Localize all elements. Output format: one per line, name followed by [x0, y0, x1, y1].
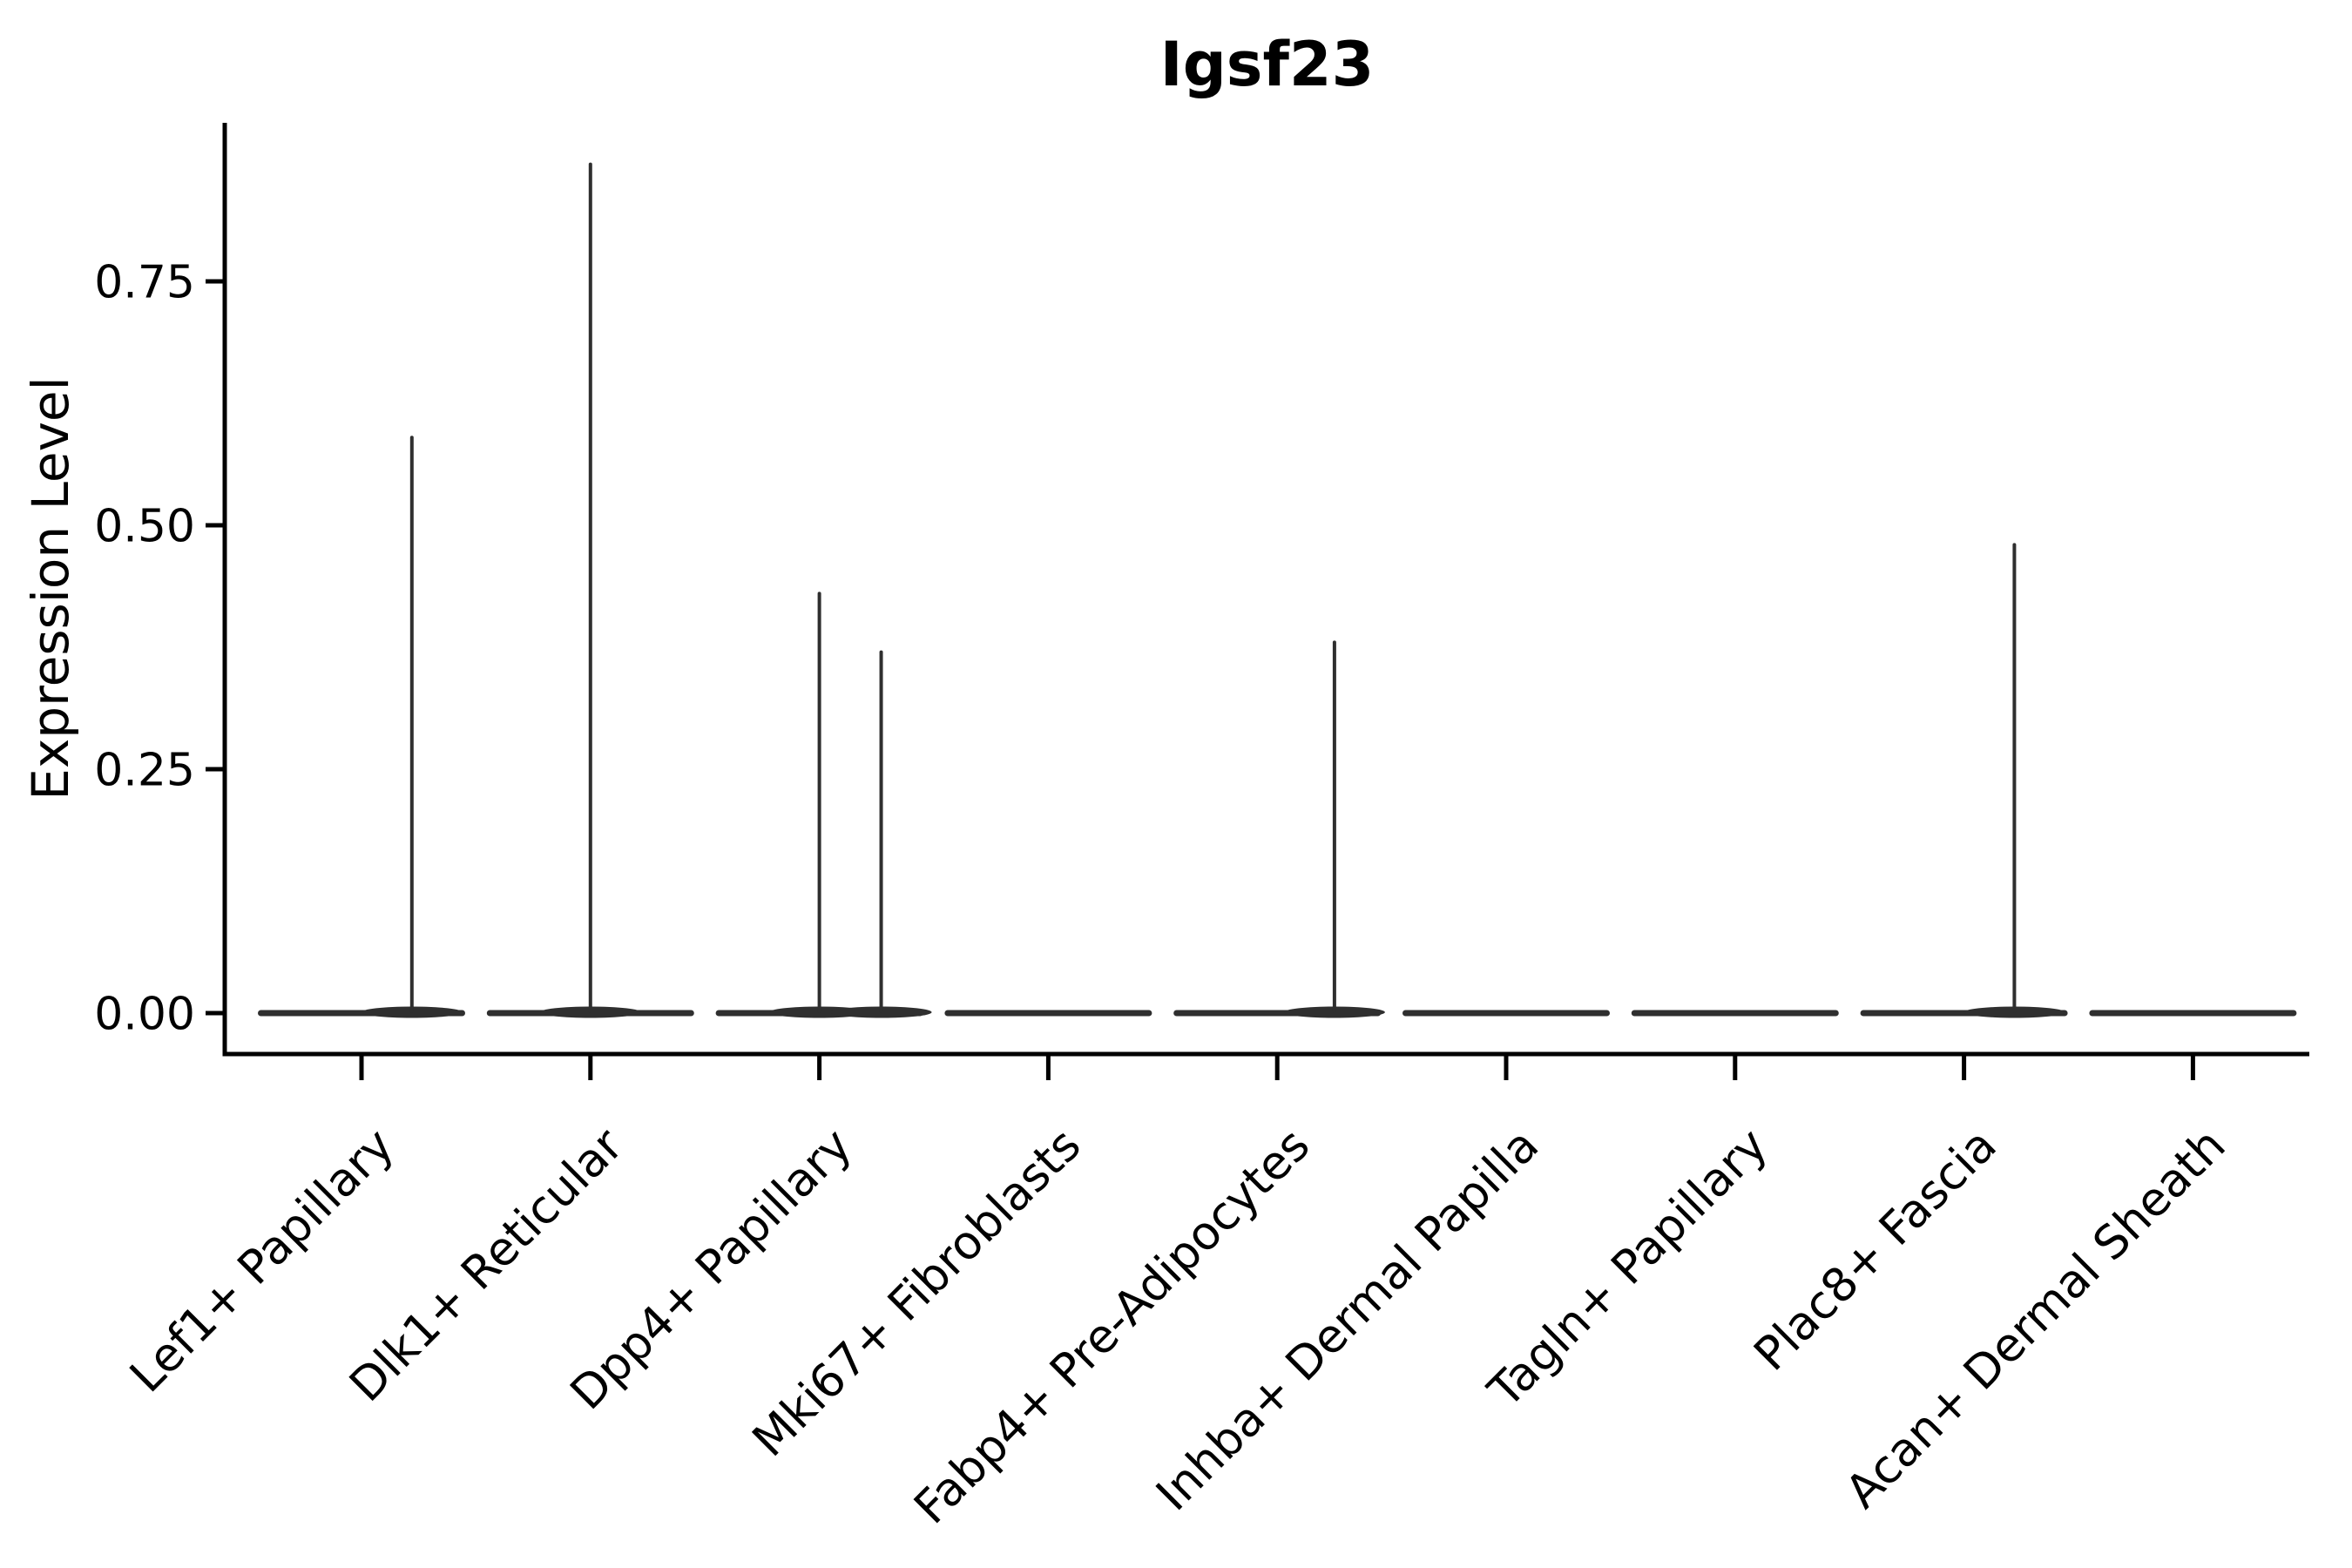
y-tick-label: 0.75	[94, 257, 195, 309]
violin-zero-body	[944, 1010, 1152, 1017]
x-tick-label: Fabp4+ Pre-Adipocytes	[904, 1119, 1320, 1534]
y-tick-label: 0.25	[94, 745, 195, 797]
violin-zero-body	[1631, 1010, 1839, 1017]
y-tick-label: 0.00	[94, 989, 195, 1041]
chart-title: Igsf23	[1160, 29, 1375, 100]
x-tick-label: Inhba+ Dermal Papilla	[1146, 1119, 1549, 1521]
violin-zero-body	[1402, 1010, 1610, 1017]
y-tick-label: 0.50	[94, 501, 195, 553]
violin-zero-body	[2089, 1010, 2297, 1017]
y-axis-title: Expression Level	[21, 376, 80, 800]
x-tick-label: Acan+ Dermal Sheath	[1835, 1119, 2235, 1518]
x-tick-label: Plac8+ Fascia	[1744, 1119, 2006, 1381]
